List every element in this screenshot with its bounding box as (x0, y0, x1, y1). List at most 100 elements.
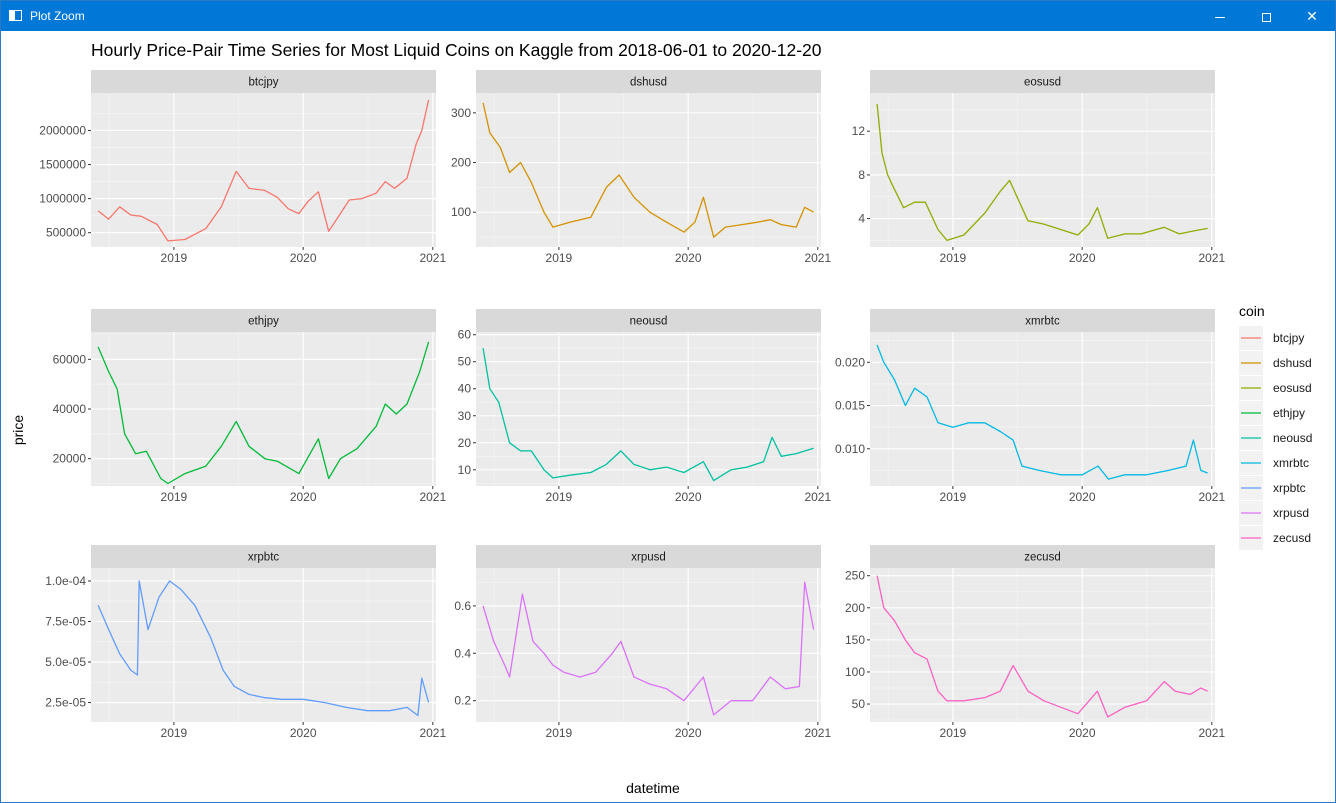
x-tick-label: 2021 (1198, 726, 1225, 740)
x-tick-label: 2021 (419, 490, 446, 504)
y-tick-label: 300 (451, 106, 471, 120)
y-tick-label: 250 (845, 569, 865, 583)
panel-background (476, 332, 821, 486)
y-tick-label: 30 (458, 409, 472, 423)
x-tick-label: 2021 (804, 726, 831, 740)
y-axis-label: price (10, 415, 26, 446)
minimize-icon (1215, 16, 1225, 18)
close-button[interactable]: ✕ (1289, 1, 1335, 31)
minimize-button[interactable] (1197, 1, 1243, 31)
y-tick-label: 0.020 (835, 355, 865, 369)
x-tick-label: 2020 (290, 490, 317, 504)
facet-strip (91, 309, 436, 332)
x-tick-label: 2020 (290, 726, 317, 740)
y-tick-label: 2000000 (39, 123, 86, 137)
x-tick-label: 2019 (940, 726, 967, 740)
y-tick-label: 50 (458, 355, 472, 369)
facet-strip-label: xrpusd (631, 552, 666, 564)
facet-strip-label: btcjpy (248, 77, 278, 89)
facet-strip-label: xmrbtc (1025, 316, 1060, 328)
legend-item-btcjpy: btcjpy (1239, 326, 1304, 350)
series-line-xrpbtc (97, 580, 430, 717)
x-tick-label: 2019 (940, 490, 967, 504)
facet-strip-label: ethjpy (248, 316, 279, 328)
facet-xrpusd: xrpusd 2019 2020 2021 0.2 0.4 0.6 (454, 545, 831, 740)
x-tick-label: 2019 (546, 490, 573, 504)
series-line-eosusd (876, 103, 1208, 242)
maximize-icon (1261, 12, 1271, 22)
y-tick-label: 100 (845, 665, 865, 679)
x-tick-label: 2020 (675, 726, 702, 740)
legend: coin btcjpy dshusd eosusd ethjpy neousd xmrbtc… (1239, 303, 1312, 550)
facet-xrpbtc: xrpbtc 2019 2020 2021 2.5e-05 5.0e-05 7.5e-05 1… (45, 545, 446, 740)
x-tick-label: 2020 (675, 251, 702, 265)
facet-strip-label: xrpbtc (248, 552, 280, 564)
series-line-xrpusd (482, 581, 815, 716)
y-tick-label: 50 (852, 697, 866, 711)
x-tick-label: 2020 (675, 490, 702, 504)
panel-background (870, 93, 1215, 247)
x-tick-label: 2021 (804, 251, 831, 265)
legend-item-ethjpy: ethjpy (1239, 401, 1305, 425)
panel-background (476, 93, 821, 247)
facet-strip (870, 70, 1215, 93)
y-tick-label: 40000 (53, 402, 87, 416)
app-icon (9, 10, 22, 21)
facet-strip-label: eosusd (1024, 77, 1061, 89)
facet-dshusd: dshusd 2019 2020 2021 100 200 300 (451, 70, 831, 265)
legend-item-xrpbtc: xrpbtc (1239, 476, 1306, 500)
series-line-neousd (482, 348, 814, 482)
y-tick-label: 0.2 (454, 694, 471, 708)
facet-strip-label: zecusd (1024, 552, 1060, 564)
x-tick-label: 2020 (290, 251, 317, 265)
y-tick-label: 1500000 (39, 158, 86, 172)
legend-label: zecusd (1273, 531, 1311, 545)
facet-xmrbtc: xmrbtc 2019 2020 2021 0.010 0.015 0.020 (835, 309, 1225, 504)
x-tick-label: 2020 (1069, 726, 1096, 740)
x-tick-label: 2019 (940, 251, 967, 265)
legend-label: xrpusd (1273, 506, 1309, 520)
x-tick-label: 2019 (546, 726, 573, 740)
facet-neousd: neousd 2019 2020 2021 10 20 30 40 50 60 (458, 309, 831, 504)
series-line-dshusd (482, 102, 814, 238)
series-line-zecusd (876, 575, 1208, 718)
y-tick-label: 7.5e-05 (45, 614, 86, 628)
maximize-button[interactable] (1243, 1, 1289, 31)
x-tick-label: 2021 (419, 251, 446, 265)
legend-title: coin (1239, 303, 1265, 319)
x-tick-label: 2020 (1069, 490, 1096, 504)
window-titlebar[interactable]: Plot Zoom ✕ (1, 1, 1335, 31)
facet-strip (91, 70, 436, 93)
y-tick-label: 200 (451, 156, 471, 170)
x-tick-label: 2019 (161, 490, 188, 504)
facet-panels: btcjpy 2019 2020 2021 500000 1000000 1500000 20… (39, 70, 1225, 740)
legend-item-xrpusd: xrpusd (1239, 501, 1309, 525)
close-icon: ✕ (1306, 8, 1318, 24)
legend-label: xmrbtc (1273, 456, 1309, 470)
legend-item-neousd: neousd (1239, 426, 1312, 450)
y-tick-label: 5.0e-05 (45, 655, 86, 669)
panel-background (91, 93, 436, 247)
y-tick-label: 20000 (53, 452, 87, 466)
x-tick-label: 2019 (161, 726, 188, 740)
panel-background (476, 568, 821, 722)
facet-eosusd: eosusd 2019 2020 2021 4 8 12 (852, 70, 1225, 265)
legend-item-xmrbtc: xmrbtc (1239, 451, 1309, 475)
panel-background (870, 332, 1215, 486)
y-tick-label: 8 (858, 168, 865, 182)
window-title: Plot Zoom (30, 9, 85, 23)
y-tick-label: 150 (845, 633, 865, 647)
chart-title: Hourly Price-Pair Time Series for Most L… (91, 40, 822, 60)
legend-item-dshusd: dshusd (1239, 351, 1312, 375)
legend-label: ethjpy (1273, 406, 1305, 420)
y-tick-label: 0.010 (835, 442, 865, 456)
facet-strip-label: neousd (630, 316, 668, 328)
legend-item-eosusd: eosusd (1239, 376, 1312, 400)
x-tick-label: 2021 (1198, 251, 1225, 265)
legend-label: eosusd (1273, 381, 1312, 395)
series-line-ethjpy (97, 341, 430, 485)
x-tick-label: 2021 (419, 726, 446, 740)
y-tick-label: 12 (852, 124, 866, 138)
legend-label: neousd (1273, 431, 1312, 445)
